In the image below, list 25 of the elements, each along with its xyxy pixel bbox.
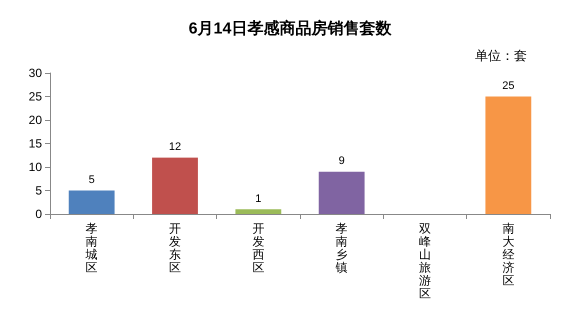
data-label: 12 — [168, 141, 182, 154]
bar — [235, 209, 282, 214]
x-tick-label: 南大经济区 — [502, 222, 514, 288]
x-tick-label: 双峰山旅游区 — [419, 222, 431, 300]
y-tick-label: 15 — [28, 136, 42, 150]
bar — [318, 172, 365, 214]
y-tick-label: 25 — [28, 90, 42, 104]
y-tick-label: 5 — [35, 184, 42, 198]
data-label: 1 — [255, 192, 262, 205]
y-tick-label: 0 — [35, 207, 42, 221]
data-label: 9 — [338, 155, 345, 168]
y-tick-label: 20 — [28, 113, 42, 127]
x-tick-label: 孝南城区 — [84, 222, 98, 274]
chart-title: 6月14日孝感商品房销售套数 — [188, 18, 392, 38]
data-label: 25 — [502, 80, 514, 92]
x-tick-label: 开发东区 — [169, 222, 181, 274]
y-tick-label: 10 — [28, 160, 42, 174]
y-tick-label: 30 — [28, 66, 42, 80]
bar — [152, 158, 198, 214]
bar — [485, 96, 532, 214]
bar — [68, 190, 115, 214]
x-tick-label: 孝南乡镇 — [334, 222, 348, 274]
chart-subtitle: 单位：套 — [475, 48, 527, 63]
x-tick-label: 开发西区 — [252, 222, 264, 274]
data-label: 5 — [88, 174, 95, 186]
